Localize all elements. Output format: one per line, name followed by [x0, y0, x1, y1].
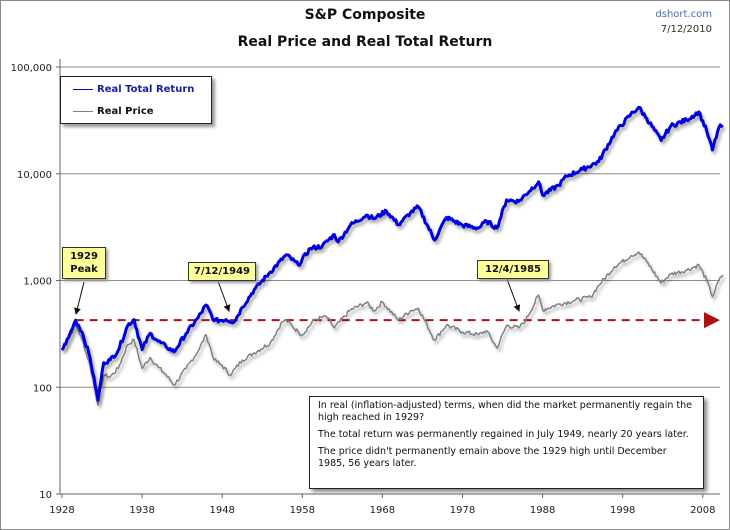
callout-arrow-1949	[217, 280, 231, 312]
legend-swatch-blue	[73, 88, 93, 90]
legend-item-real-price: Real Price	[73, 104, 154, 118]
y-tick-label: 100	[33, 383, 52, 394]
y-tick-label: 100,000	[11, 63, 52, 74]
x-tick-label: 2008	[690, 505, 715, 516]
x-tick-label: 1958	[290, 505, 315, 516]
callout-arrow-1985	[506, 278, 521, 312]
y-tick-label: 1,000	[23, 277, 52, 288]
series-line-real-price	[61, 251, 724, 406]
legend-swatch-gray	[73, 110, 93, 112]
callout-line: Peak	[70, 264, 98, 275]
note-paragraph: In real (inflation-adjusted) terms, when…	[318, 400, 692, 423]
x-tick-label: 1998	[610, 505, 635, 516]
callout-1929-peak: 1929 Peak	[62, 247, 106, 279]
legend-label: Real Price	[97, 105, 154, 117]
x-tick-label: 1948	[209, 505, 234, 516]
x-tick-label: 1928	[49, 505, 74, 516]
x-tick-label: 1978	[450, 505, 475, 516]
callout-1949: 7/12/1949	[188, 262, 256, 281]
chart-subtitle: Real Price and Real Total Return	[237, 34, 493, 50]
date-label: 7/12/2010	[660, 24, 712, 35]
y-tick-label: 10	[39, 490, 52, 501]
source-label: dshort.com	[655, 9, 712, 20]
callout-arrow-1929	[74, 281, 85, 315]
chart-title: S&P Composite	[304, 7, 426, 23]
x-tick-label: 1968	[370, 505, 395, 516]
callout-line: 1929	[70, 251, 98, 262]
note-paragraph: The total return was permanently regaine…	[318, 429, 689, 440]
y-tick-label: 10,000	[17, 170, 52, 181]
x-tick-label: 1938	[129, 505, 154, 516]
x-tick-label: 1988	[530, 505, 555, 516]
legend-label: Real Total Return	[97, 83, 195, 95]
annotation-note-box: In real (inflation-adjusted) terms, when…	[309, 396, 704, 489]
chart-legend: Real Total Return Real Price	[60, 76, 212, 124]
series-line-real-total-return	[60, 105, 724, 402]
legend-item-real-total-return: Real Total Return	[73, 82, 194, 96]
callout-1985: 12/4/1985	[477, 260, 549, 279]
note-paragraph: The price didn't permanently emain above…	[318, 446, 667, 469]
